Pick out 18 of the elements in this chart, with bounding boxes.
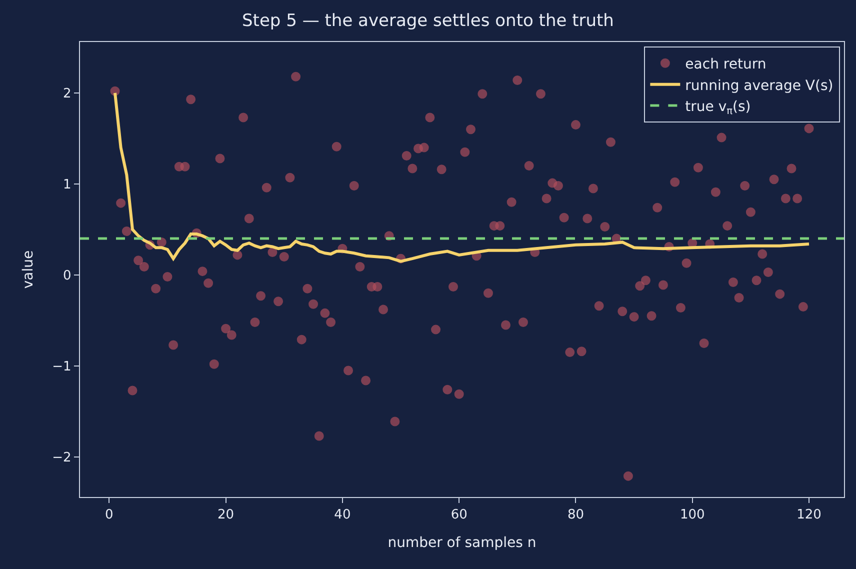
x-tick-label: 100	[680, 508, 705, 523]
x-tick-label: 120	[796, 508, 822, 523]
x-axis-title: number of samples n	[388, 535, 536, 551]
legend-label: true v$_{π}$(s)	[685, 99, 751, 117]
y-tick-label: 2	[63, 86, 72, 102]
chart-title: Step 5 — the average settles onto the truth	[242, 11, 614, 32]
y-tick-label: −1	[52, 360, 72, 375]
y-axis-title: value	[20, 250, 37, 289]
y-tick-label: 1	[63, 178, 72, 193]
x-tick-label: 40	[334, 508, 351, 523]
y-tick-label: 0	[63, 268, 72, 284]
x-tick-label: 80	[567, 508, 584, 523]
legend-label: running average V(s)	[685, 78, 834, 94]
legend-label: each return	[685, 56, 766, 73]
x-tick-label: 60	[450, 508, 468, 523]
x-tick-label: 20	[218, 508, 234, 523]
x-tick-label: 0	[105, 508, 114, 523]
y-tick-label: −2	[52, 450, 72, 466]
